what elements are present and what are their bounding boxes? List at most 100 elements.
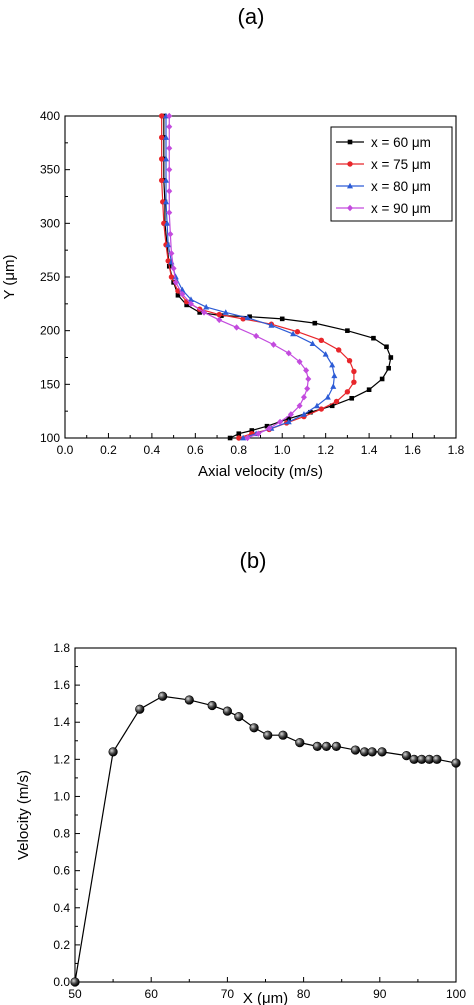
series-3: [163, 112, 338, 441]
data-point: [227, 435, 233, 441]
velocity-profile-chart: 0.0 0.2 0.4 0.6 0.8 1.0 1.2 1.4 1.6 1.8 100 150 200 2…: [1, 109, 465, 480]
data-point: [300, 411, 307, 417]
data-point: [308, 409, 313, 415]
velocity-vs-x-chart: 50 60 70 80 90 100 0.0 0.2 0.4 0.6 0.8 1.0 1.2 1.4 1.6…: [15, 641, 466, 1005]
data-point: [371, 335, 376, 341]
data-point: [163, 155, 170, 162]
data-point: [234, 712, 244, 722]
data-point: [236, 435, 242, 441]
data-point: [330, 383, 337, 389]
data-point: [294, 329, 301, 335]
data-point: [163, 198, 170, 205]
data-point: [285, 418, 292, 425]
legend-marker: [347, 182, 353, 189]
data-point: [268, 322, 275, 328]
series-line: [161, 116, 355, 439]
data-point: [216, 311, 222, 318]
data-point: [296, 402, 303, 409]
data-point: [278, 730, 288, 740]
data-point: [166, 112, 173, 120]
data-point: [266, 425, 273, 432]
data-point: [303, 367, 310, 374]
data-point: [247, 314, 252, 320]
x-tick-label: 1.2: [317, 443, 334, 457]
y-tick-label: 1.0: [53, 789, 70, 803]
data-point: [366, 387, 372, 392]
data-point: [384, 344, 389, 350]
data-point: [277, 418, 284, 426]
data-point: [165, 258, 171, 264]
data-point: [255, 430, 262, 437]
data-point: [432, 754, 442, 764]
x-tick-label: 60: [145, 987, 159, 1001]
y-tick-label: 400: [40, 109, 60, 123]
data-point: [287, 411, 294, 418]
data-point: [166, 187, 173, 195]
data-point: [279, 316, 285, 322]
data-point: [264, 423, 270, 429]
data-point: [158, 691, 168, 701]
data-point: [345, 328, 350, 333]
data-point: [367, 747, 377, 757]
x-tick-label: 0.4: [144, 443, 161, 457]
data-point: [168, 274, 175, 280]
data-point: [329, 403, 335, 409]
data-point: [164, 220, 171, 226]
series-line: [168, 116, 309, 439]
legend-marker: [347, 139, 353, 145]
data-point: [175, 292, 181, 298]
data-point: [168, 250, 175, 257]
data-point: [158, 113, 165, 119]
y-tick-label: 150: [40, 377, 60, 391]
data-point: [187, 300, 194, 308]
data-point: [163, 177, 170, 183]
data-point: [253, 332, 260, 340]
y-tick-label: 200: [40, 324, 60, 338]
data-point: [187, 296, 194, 302]
x-tick-label: 0.6: [187, 443, 204, 457]
data-point: [324, 394, 331, 400]
data-point: [346, 358, 353, 364]
data-point: [322, 351, 329, 357]
data-point: [184, 695, 194, 705]
data-point: [222, 309, 229, 315]
x-tick-label: 0.0: [57, 443, 74, 457]
data-point: [300, 394, 307, 401]
data-point: [249, 723, 259, 733]
x-tick-label: 1.0: [274, 443, 291, 457]
panel-label-a: (a): [238, 4, 265, 29]
data-point: [172, 279, 179, 286]
data-point: [350, 745, 361, 755]
data-point: [312, 320, 318, 326]
plot-frame: [74, 647, 457, 983]
series-4: [166, 112, 312, 442]
data-point: [70, 977, 80, 987]
data-point: [167, 230, 174, 238]
data-point: [290, 330, 297, 337]
series-2: [158, 113, 357, 441]
data-point: [165, 241, 172, 248]
data-point: [158, 177, 165, 184]
x-tick-label: 80: [297, 987, 311, 1001]
data-point: [401, 751, 412, 761]
data-point: [244, 314, 251, 321]
data-point: [351, 368, 357, 375]
y-tick-label: 0.0: [53, 975, 70, 989]
legend-label: x = 90 μm: [371, 201, 431, 216]
data-point: [285, 350, 292, 357]
data-point: [409, 754, 419, 764]
data-point: [296, 358, 303, 365]
data-point: [203, 303, 210, 310]
data-point: [309, 340, 316, 346]
data-point: [336, 347, 342, 353]
y-tick-label: 0.4: [53, 901, 70, 915]
data-point: [417, 754, 427, 764]
y-tick-label: 300: [40, 216, 60, 230]
data-point: [172, 273, 179, 280]
x-tick-label: 1.6: [404, 443, 421, 457]
y-tick-label: 1.4: [53, 715, 70, 729]
data-point: [244, 434, 251, 442]
data-point: [263, 730, 273, 740]
data-point: [333, 398, 340, 405]
